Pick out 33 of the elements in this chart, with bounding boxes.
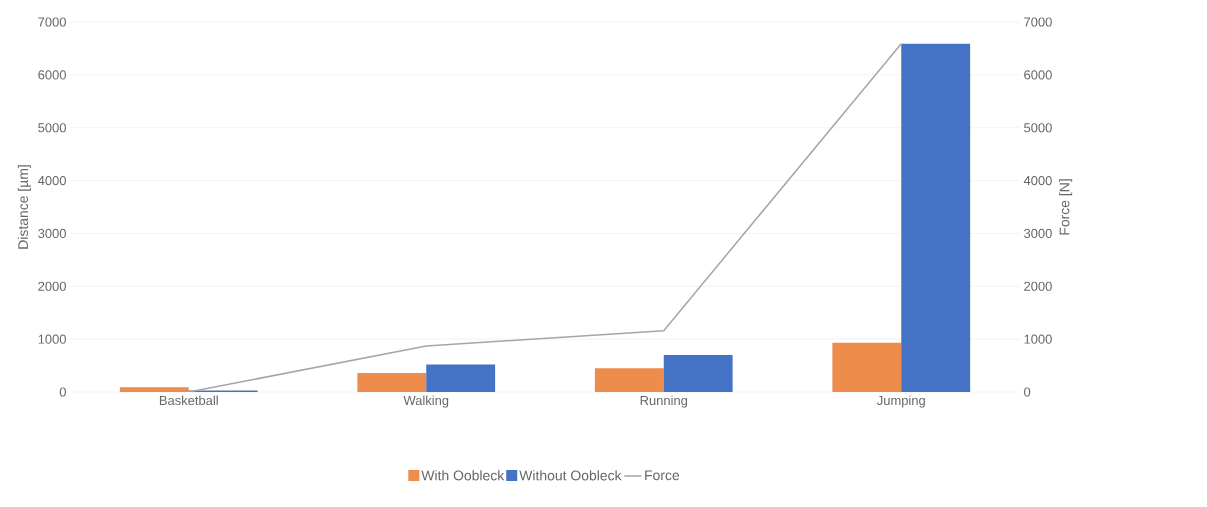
bar xyxy=(426,364,496,392)
y2-tick-label: 7000 xyxy=(1024,17,1052,27)
x-tick-label: Basketball xyxy=(159,395,218,406)
y-tick-label: 6000 xyxy=(38,70,66,80)
bar xyxy=(119,387,189,392)
y-tick-label: 4000 xyxy=(37,175,66,186)
x-tick-label: Jumping xyxy=(876,395,925,408)
y2-tick-label: 1000 xyxy=(1024,334,1052,344)
y2-tick-label: 5000 xyxy=(1024,123,1052,133)
bar xyxy=(832,342,902,392)
y-tick-label: 1000 xyxy=(38,334,66,344)
bar xyxy=(663,355,733,392)
y2-tick-label: 6000 xyxy=(1024,70,1052,80)
line-series xyxy=(188,42,903,392)
y2-axis-title: Force [N] xyxy=(1059,179,1073,235)
y2-tick-label: 4000 xyxy=(1023,175,1052,186)
y-tick-label: 5000 xyxy=(38,123,66,133)
y2-tick-label: 2000 xyxy=(1024,281,1052,291)
bar xyxy=(901,43,971,392)
legend-label: With Oobleck xyxy=(421,470,505,481)
y2-tick-label: 0 xyxy=(1024,387,1031,397)
x-tick-label: Running xyxy=(640,395,688,408)
bar xyxy=(594,368,664,392)
y-tick-label: 3000 xyxy=(38,228,66,239)
y2-tick-label: 3000 xyxy=(1024,228,1052,239)
bar xyxy=(357,372,427,392)
legend-label: Force xyxy=(645,470,680,481)
y-tick-label: 2000 xyxy=(38,281,66,291)
legend-label: Without Oobleck xyxy=(519,470,622,481)
x-tick-label: Walking xyxy=(403,395,449,408)
y-tick-label: 7000 xyxy=(38,17,66,27)
y-tick-label: 0 xyxy=(59,387,66,397)
y-axis-title: Distance [µm] xyxy=(17,165,31,249)
